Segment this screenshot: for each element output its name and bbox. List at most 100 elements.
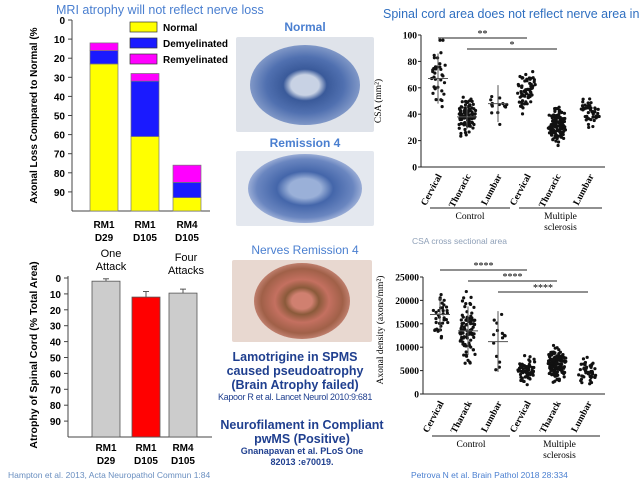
left-reference: Hampton et al. 2013, Acta Neuropathol Co… xyxy=(8,470,211,480)
data-point xyxy=(557,105,561,109)
data-point xyxy=(457,122,461,127)
data-point xyxy=(492,333,496,337)
x-tick-label: RM1 xyxy=(135,443,157,454)
bar-remyelinated xyxy=(130,73,160,82)
data-point xyxy=(466,119,471,123)
data-point xyxy=(583,103,587,107)
data-point xyxy=(580,374,584,378)
data-point xyxy=(585,114,589,118)
data-point xyxy=(533,360,537,364)
data-point xyxy=(464,301,468,306)
data-point xyxy=(529,90,533,95)
significance-label: * xyxy=(510,40,515,51)
annotation: Attacks xyxy=(168,265,205,277)
data-point xyxy=(461,315,465,319)
data-point xyxy=(550,365,554,369)
data-point xyxy=(581,97,585,101)
data-point xyxy=(432,85,436,89)
data-point xyxy=(442,303,446,307)
data-point xyxy=(560,366,564,370)
data-point xyxy=(519,378,523,383)
group-label: Multiple xyxy=(543,440,576,450)
right-reference: Petrova N et al. Brain Pathol 2018 28:33… xyxy=(411,470,568,480)
data-point xyxy=(442,318,446,322)
data-point xyxy=(557,129,561,133)
nf-line1: Neurofilament in Compliant xyxy=(220,418,384,432)
data-point xyxy=(467,99,472,103)
x-tick-label: RM1 xyxy=(134,220,156,231)
group-label: Multiple xyxy=(544,212,577,222)
data-point xyxy=(525,371,529,375)
data-point xyxy=(558,134,562,138)
data-point xyxy=(490,94,494,99)
data-point xyxy=(490,104,494,108)
data-point xyxy=(439,67,443,71)
right-title: Spinal cord area does not reflect nerve … xyxy=(383,7,640,21)
data-point xyxy=(560,362,564,366)
data-point xyxy=(460,100,464,104)
data-point xyxy=(550,131,554,135)
data-point xyxy=(596,107,600,111)
significance-label: **** xyxy=(533,283,553,294)
data-point xyxy=(471,126,475,130)
data-point xyxy=(462,123,466,127)
significance-label: **** xyxy=(474,261,494,272)
data-point xyxy=(470,120,474,124)
data-point xyxy=(469,295,473,299)
data-point xyxy=(460,335,464,339)
y-tick-label: 70 xyxy=(54,150,66,161)
bar xyxy=(91,280,121,438)
data-point xyxy=(500,312,504,317)
bar-demyelinated xyxy=(130,80,160,137)
data-point xyxy=(441,38,445,42)
x-tick-label: D29 xyxy=(95,233,114,244)
lamo-ref: Kapoor R et al. Lancet Neurol 2010:9:681 xyxy=(217,392,373,402)
y-tick-label: 40 xyxy=(54,92,66,103)
data-point xyxy=(524,101,528,105)
group-label: Control xyxy=(456,440,485,450)
data-point xyxy=(438,38,442,42)
group-label: sclerosis xyxy=(543,451,576,461)
data-point xyxy=(527,87,531,91)
data-point xyxy=(555,377,559,382)
data-point xyxy=(440,89,444,93)
data-point xyxy=(470,311,474,315)
annotation: Four xyxy=(175,252,198,264)
data-point xyxy=(593,106,597,110)
data-point xyxy=(473,112,477,116)
data-point xyxy=(517,100,521,104)
nerves-caption: Nerves Remission 4 xyxy=(251,243,359,257)
legend-swatch xyxy=(129,37,158,49)
x-tick-label: Tharack xyxy=(449,399,475,435)
data-point xyxy=(558,125,562,129)
data-point xyxy=(553,379,557,383)
data-point xyxy=(458,117,462,122)
data-point xyxy=(490,111,494,115)
y-tick-label: 25000 xyxy=(395,274,419,284)
data-point xyxy=(431,91,435,95)
data-point xyxy=(578,367,582,372)
data-point xyxy=(553,351,557,355)
data-point xyxy=(592,118,596,123)
data-point xyxy=(551,369,556,373)
data-point xyxy=(444,318,448,322)
y-tick-label: 60 xyxy=(50,369,62,380)
data-point xyxy=(439,51,443,55)
data-point xyxy=(525,383,529,387)
y-tick-label: 80 xyxy=(408,58,418,68)
x-tick-label: RM4 xyxy=(176,220,198,231)
data-point xyxy=(593,375,597,380)
y-tick-label: 5000 xyxy=(400,367,419,377)
data-point xyxy=(440,321,445,325)
data-point xyxy=(434,316,438,321)
data-point xyxy=(557,109,561,113)
data-point xyxy=(591,112,595,116)
data-point xyxy=(518,369,523,373)
data-point xyxy=(584,365,589,369)
x-tick-label: Lumbar xyxy=(480,399,505,434)
annotation: Attack xyxy=(96,261,127,273)
data-point xyxy=(562,111,567,115)
data-point xyxy=(593,367,597,371)
data-point xyxy=(579,379,583,383)
